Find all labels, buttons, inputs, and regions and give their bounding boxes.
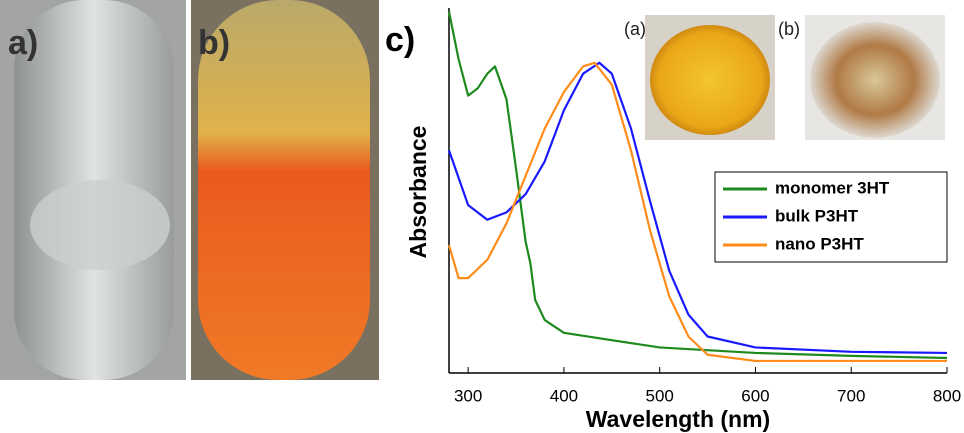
x-tick-label: 700 — [837, 386, 865, 405]
x-tick-label: 500 — [646, 386, 674, 405]
x-tick-label: 800 — [933, 386, 961, 405]
x-tick-label: 600 — [741, 386, 769, 405]
x-tick-label: 400 — [550, 386, 578, 405]
legend-label: monomer 3HT — [775, 178, 890, 197]
x-axis-label: Wavelength (nm) — [586, 406, 770, 432]
y-axis-label: Absorbance — [405, 126, 431, 259]
legend-label: nano P3HT — [775, 234, 864, 253]
panel-label: a) — [8, 24, 38, 62]
legend-label: bulk P3HT — [775, 206, 859, 225]
inset-a — [645, 15, 775, 140]
inset-label: (b) — [778, 19, 800, 39]
inset-b — [805, 15, 945, 140]
panel-label: b) — [198, 24, 230, 62]
x-tick-label: 300 — [454, 386, 482, 405]
inset-label: (a) — [624, 19, 646, 39]
panel-label: c) — [385, 21, 415, 59]
figure: a) b) c) 300 400 500 600 700 800 Wavelength (n… — [0, 0, 964, 433]
